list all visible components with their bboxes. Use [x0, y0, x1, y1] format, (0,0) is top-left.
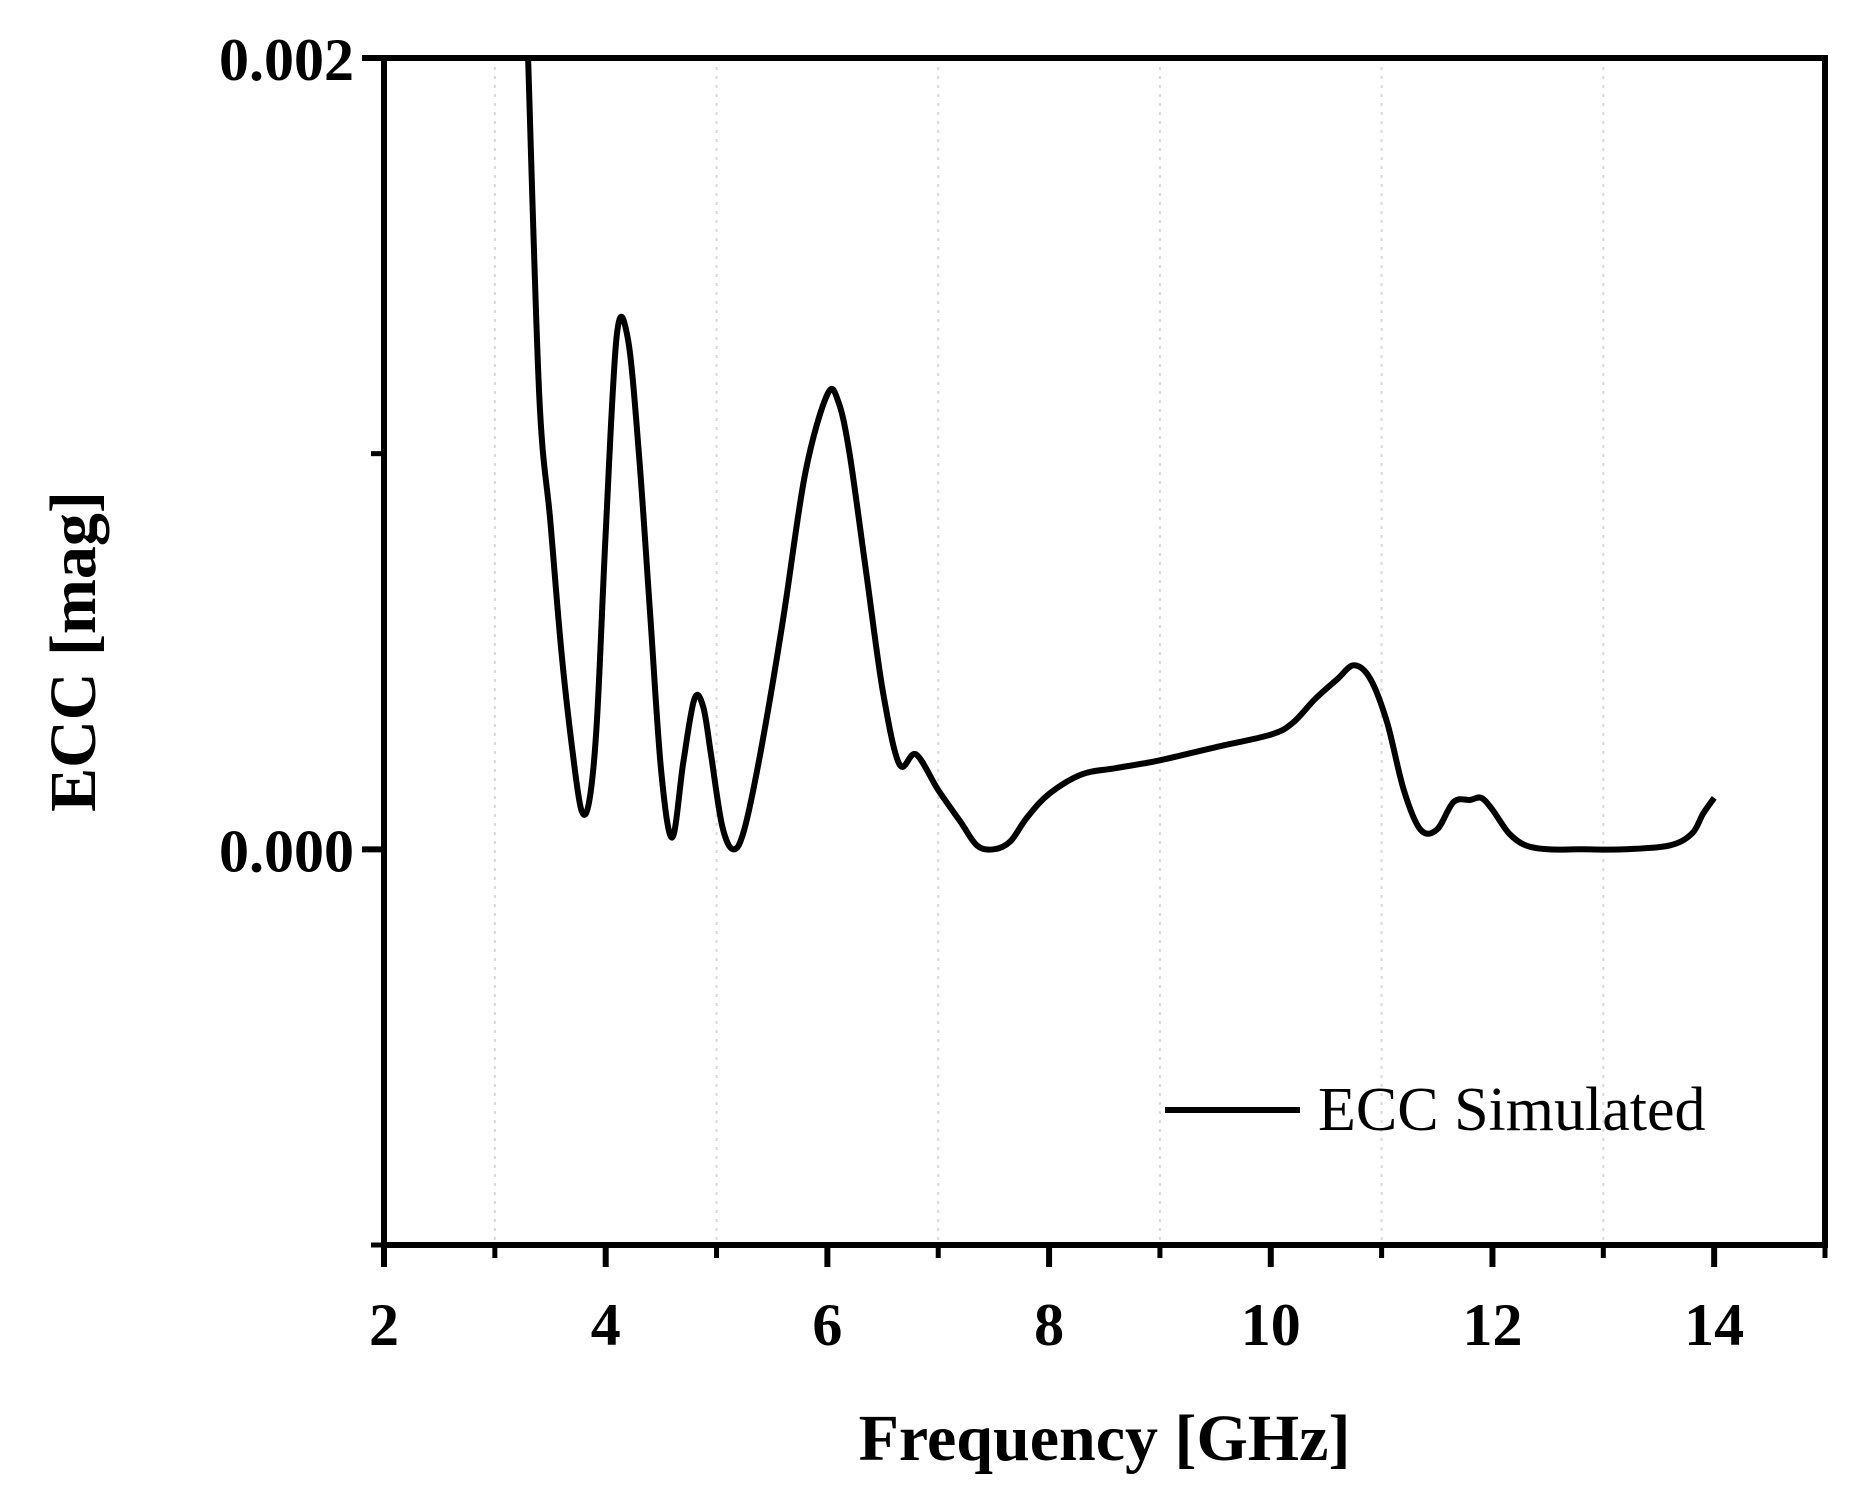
x-axis-title: Frequency [GHz] — [859, 1402, 1351, 1475]
series-layer — [525, 58, 1717, 853]
series-line-ecc-simulated — [525, 58, 1717, 853]
y-tick-label-0: 0.000 — [219, 818, 354, 884]
legend: ECC Simulated — [1165, 1076, 1706, 1144]
x-tick-label-8: 8 — [1034, 1292, 1064, 1358]
x-tick-label-6: 6 — [812, 1292, 842, 1358]
x-tick-label-14: 14 — [1684, 1292, 1744, 1358]
axis-ticks: 2 4 6 8 10 12 14 0.000 0.002 — [219, 27, 1828, 1358]
y-axis-title: ECC [mag] — [37, 491, 110, 812]
x-tick-label-12: 12 — [1462, 1292, 1522, 1358]
x-tick-label-4: 4 — [591, 1292, 621, 1358]
grid-lines — [493, 58, 1605, 1245]
x-tick-label-2: 2 — [369, 1292, 399, 1358]
plot-frame — [381, 55, 1828, 1248]
x-tick-label-10: 10 — [1241, 1292, 1301, 1358]
legend-label-ecc-simulated: ECC Simulated — [1318, 1076, 1706, 1144]
y-tick-label-0.002: 0.002 — [219, 27, 354, 93]
